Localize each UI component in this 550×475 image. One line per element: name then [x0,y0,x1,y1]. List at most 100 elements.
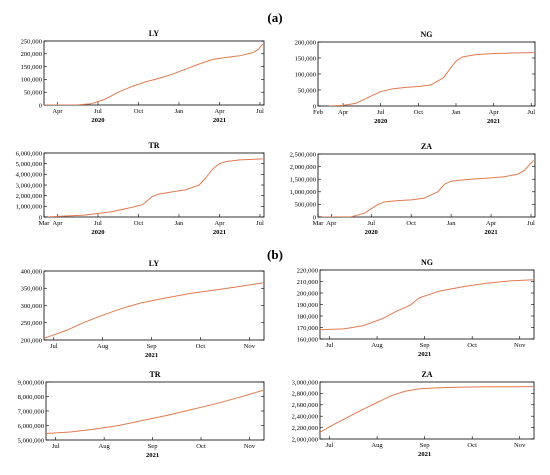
x-tick-label: Aug [98,443,110,450]
y-tick-label: 7,000,000 [18,408,45,415]
y-tick-label: 8,000,000 [18,394,45,401]
section-label-a: (a) [267,10,282,25]
year-label: 2021 [418,351,431,358]
x-tick-label: Mar [313,220,325,227]
chart-title: ZA [421,370,432,379]
y-tick-label: 2,200,000 [292,425,319,432]
y-tick-label: 350,000 [21,286,43,293]
y-tick-label: 2,500,000 [290,151,317,158]
y-tick-label: 200,000 [21,51,43,58]
x-tick-label: Sep [148,443,159,450]
x-tick-label: Aug [371,342,383,349]
x-tick-label: Nov [514,442,526,449]
y-tick-label: 5,000,000 [18,437,45,444]
x-tick-label: Oct [196,443,206,450]
y-tick-label: 200,000 [21,337,43,344]
y-tick-label: 9,000,000 [18,379,45,386]
y-tick-label: 2,000,000 [16,193,43,200]
y-tick-label: 0 [313,103,317,110]
y-tick-label: 0 [313,214,317,221]
series-line [321,159,535,217]
y-tick-label: 5,000,000 [16,161,43,168]
y-tick-label: 4,000,000 [16,172,43,179]
y-tick-label: 50,000 [24,90,43,97]
x-tick-label: Oct [467,342,477,349]
chart-title: NG [421,258,433,267]
section-label-b: (b) [267,247,283,262]
y-tick-label: 150,000 [21,64,43,71]
x-tick-label: Jul [377,109,385,116]
y-tick-label: 250,000 [21,320,43,327]
y-tick-label: 180,000 [297,313,319,320]
x-tick-label: Jul [527,109,535,116]
series-line [320,279,534,331]
chart-panel-ng-a: NG 0 50,000 100,000 150,000 200,000 Feb Apr Jul O… [295,30,536,125]
x-tick-label: Nov [514,342,526,349]
plot-frame [43,270,265,341]
y-tick-label: 1,500,000 [290,177,317,184]
y-tick-label: 2,600,000 [292,402,319,409]
chart-title: LY [149,259,160,268]
x-tick-label: Apr [52,108,63,115]
y-tick-label: 400,000 [21,268,43,275]
x-tick-label: Oct [406,220,416,227]
x-tick-label: Jan [175,220,184,227]
chart-panel-ly-a: LY 0 50,000 100,000 150,000 200,000 250,000 Apr… [21,29,265,124]
x-tick-label: Aug [371,442,383,449]
plot-frame [317,41,536,107]
y-tick-label: 0 [39,214,43,221]
y-tick-label: 200,000 [297,290,319,297]
plot-frame [43,152,265,218]
y-tick-label: 250,000 [21,38,43,45]
y-tick-label: 190,000 [297,302,319,309]
series-line [329,52,534,106]
x-tick-label: Oct [414,109,424,116]
x-tick-label: Jul [326,442,334,449]
x-tick-label: Nov [244,343,256,350]
chart-title: ZA [421,142,432,151]
x-tick-label: Jul [527,220,535,227]
x-tick-label: Apr [338,109,349,116]
x-tick-label: Jul [367,220,375,227]
chart-panel-tr-a: TR 0 1,000,000 2,000,000 3,000,000 4,000,000 5… [16,141,265,236]
series-line [46,389,264,434]
x-tick-label: Jul [52,443,60,450]
y-tick-label: 50,000 [298,87,317,94]
x-tick-label: Jan [452,109,461,116]
chart-title: TR [148,141,159,150]
chart-title: NG [421,30,433,39]
plot-frame [43,40,265,106]
x-tick-label: Jul [256,108,264,115]
x-tick-label: Feb [313,109,324,116]
chart-title: LY [149,29,160,38]
year-label: 2020 [365,229,379,236]
y-tick-label: 0 [39,102,43,109]
y-tick-label: 100,000 [295,71,317,78]
year-label: 2021 [487,118,500,125]
plot-frame [319,381,535,440]
y-tick-label: 220,000 [297,267,319,274]
x-tick-label: Jul [256,220,264,227]
year-label: 2020 [374,118,388,125]
year-label: 2021 [213,229,226,236]
y-tick-label: 2,000,000 [290,164,317,171]
series-line [47,158,263,217]
x-tick-label: Aug [97,343,109,350]
y-tick-label: 6,000,000 [18,423,45,430]
x-tick-label: Apr [214,108,225,115]
year-label: 2021 [484,229,497,236]
year-label: 2021 [145,352,158,359]
x-tick-label: Jul [94,220,102,227]
x-tick-label: Sep [420,442,431,449]
x-tick-label: Jul [94,108,102,115]
x-tick-label: Jan [175,108,184,115]
x-tick-label: Jul [326,342,334,349]
chart-title: TR [149,370,160,379]
y-tick-label: 1,000,000 [16,204,43,211]
y-tick-label: 6,000,000 [16,150,43,157]
x-tick-label: Jul [50,343,58,350]
y-tick-label: 200,000 [295,39,317,46]
y-tick-label: 100,000 [21,77,43,84]
y-tick-label: 2,400,000 [292,414,319,421]
